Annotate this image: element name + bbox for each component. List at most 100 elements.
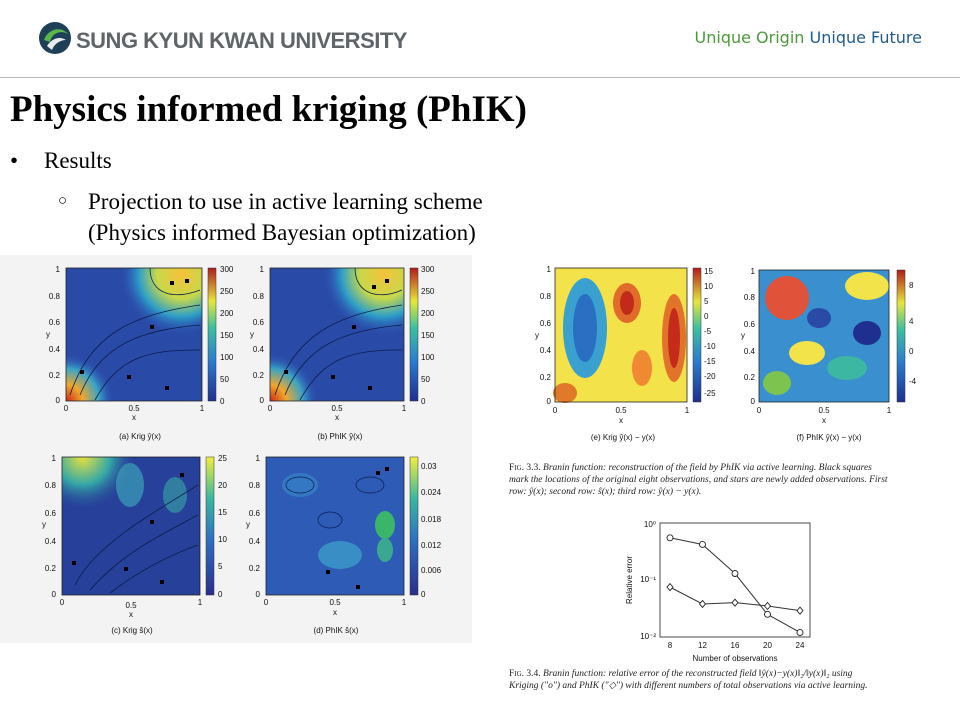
point-diamond-8: [666, 582, 674, 592]
panel-d-ytick-06: 0.6: [249, 509, 261, 518]
panel-a-ytick-0: 0: [56, 396, 61, 405]
point-diamond-24: [796, 606, 804, 615]
panel-d-cb-4: 0.006: [421, 566, 442, 575]
panel-a-ytick-02: 0.2: [49, 371, 61, 380]
panel-e-ytick-02: 0.2: [540, 373, 552, 382]
panel-f-ytick-0: 0: [751, 397, 756, 406]
panel-b-caption: (b) PhIK ŷ(x): [318, 432, 363, 441]
x-tick-12: 12: [698, 641, 707, 650]
figure-left-panels: 300 250 200 150 100 50 0 1 0.8 0.6 0.4 0…: [0, 255, 472, 643]
panel-b-cb-2: 200: [421, 309, 435, 318]
y-tick-1e-1: 10⁻¹: [640, 575, 656, 584]
panel-d-ytick-08: 0.8: [249, 481, 261, 490]
panel-c-caption: (c) Krig ŝ(x): [111, 626, 153, 635]
panel-f-xtick-0: 0: [757, 406, 762, 415]
panel-b-ylabel: y: [250, 330, 254, 339]
panel-a-xtick-1: 1: [200, 404, 205, 413]
panel-d-cb-2: 0.018: [421, 515, 442, 524]
panel-d-ylabel: y: [246, 520, 250, 529]
panel-a-cb-4: 100: [220, 353, 234, 362]
panel-b-ytick-06: 0.6: [253, 318, 265, 327]
panel-b-cb-6: 0: [421, 397, 426, 406]
panel-e: 15 10 5 0 -5 -10 -15 -20 -25 1 0.8 0.6 0…: [535, 265, 716, 442]
panel-d-ytick-02: 0.2: [249, 564, 261, 573]
panel-c-ytick-04: 0.4: [45, 537, 57, 546]
panel-a-cb-5: 50: [220, 375, 229, 384]
x-tick-16: 16: [731, 641, 740, 650]
panel-c-xtick-1: 1: [198, 598, 203, 607]
bullet-dot-icon: •: [10, 148, 19, 173]
panel-d-cb-3: 0.012: [421, 541, 442, 550]
point-diamond-16: [731, 598, 739, 607]
panel-e-cb-4: -5: [704, 327, 712, 336]
panel-c-cb-5: 0: [218, 590, 223, 599]
panel-e-ytick-06: 0.6: [540, 319, 552, 328]
panel-a-cb-6: 0: [220, 397, 225, 406]
x-tick-24: 24: [796, 641, 805, 650]
figure-right-panels: 15 10 5 0 -5 -10 -15 -20 -25 1 0.8 0.6 0…: [507, 258, 937, 448]
panel-f-cb-1: 4: [909, 317, 914, 326]
panel-d-ytick-1: 1: [256, 454, 261, 463]
panel-a-ytick-1: 1: [56, 265, 61, 274]
panel-f-ylabel: y: [741, 331, 745, 340]
panel-f-caption: (f) PhIK ŷ(x) − y(x): [796, 433, 861, 442]
panel-b-ytick-1: 1: [260, 265, 265, 274]
panel-b-cb-4: 100: [421, 353, 435, 362]
panel-c-ytick-1: 1: [52, 454, 57, 463]
fig33-line3: row: ŷ(x); second row: ŝ(x); third row: …: [509, 487, 702, 497]
x-tick-8: 8: [668, 641, 673, 650]
panel-f-ytick-04: 0.4: [744, 347, 756, 356]
panel-e-cb-1: 10: [704, 282, 713, 291]
panel-e-ytick-04: 0.4: [540, 346, 552, 355]
y-axis-label: Relative error: [625, 556, 634, 604]
panel-a-xtick-0: 0: [64, 404, 69, 413]
panel-b-xtick-0: 0: [268, 404, 273, 413]
bullet-level1: • Results: [10, 148, 112, 174]
panel-c-ytick-0: 0: [52, 590, 57, 599]
panel-b-ytick-04: 0.4: [253, 345, 265, 354]
panel-c-ylabel: y: [42, 520, 46, 529]
panel-e-cb-2: 5: [704, 297, 709, 306]
panel-e-ytick-1: 1: [547, 265, 552, 274]
point-circle-24: [796, 629, 804, 636]
panel-f-xtick-1: 1: [887, 406, 892, 415]
panel-e-cb-0: 15: [704, 267, 713, 276]
fig33-label: Fig. 3.3.: [509, 463, 541, 473]
point-circle-12: [699, 541, 706, 548]
point-circle-20: [764, 610, 771, 618]
panel-c-cb-1: 20: [218, 481, 227, 490]
slogan-future: Unique Future: [809, 28, 922, 47]
panel-e-ytick-0: 0: [547, 397, 552, 406]
panel-c-cb-2: 15: [218, 508, 227, 517]
panel-d-cb-0: 0.03: [421, 462, 437, 471]
panel-a-ytick-06: 0.6: [49, 318, 61, 327]
chart-frame: [659, 522, 811, 638]
error-chart: 10⁰ 10⁻¹ 10⁻² Relative error Number of o…: [620, 515, 820, 665]
hollow-bullet-icon: ○: [58, 193, 68, 209]
contour-panels-right: 15 10 5 0 -5 -10 -15 -20 -25 1 0.8 0.6 0…: [535, 265, 917, 442]
panel-f-ytick-02: 0.2: [744, 373, 756, 382]
panel-d: 0.03 0.024 0.018 0.012 0.006 0 1 0.8 0.6…: [246, 454, 442, 635]
bullet-bayesian: (Physics informed Bayesian optimization): [88, 220, 476, 245]
panel-f-ytick-08: 0.8: [744, 293, 756, 302]
panel-c-ytick-02: 0.2: [45, 564, 57, 573]
panel-e-cb-5: -10: [704, 342, 716, 351]
panel-f-xtick-05: 0.5: [818, 406, 830, 415]
panel-a: 300 250 200 150 100 50 0 1 0.8 0.6 0.4 0…: [46, 265, 234, 441]
panel-e-caption: (e) Krig ŷ(x) − y(x): [591, 433, 656, 442]
slogan: Unique Origin Unique Future: [695, 28, 922, 47]
x-axis-label: Number of observations: [693, 654, 778, 663]
panel-a-caption: (a) Krig ŷ(x): [119, 432, 161, 441]
panel-e-xtick-0: 0: [553, 406, 558, 415]
panel-e-ytick-08: 0.8: [540, 292, 552, 301]
panel-c-ytick-06: 0.6: [45, 509, 57, 518]
panel-e-cb-7: -20: [704, 372, 716, 381]
panel-a-xtick-05: 0.5: [128, 404, 140, 413]
panel-f-ytick-1: 1: [751, 267, 756, 276]
panel-a-cb-3: 150: [220, 331, 234, 340]
panel-c-cb-4: 5: [218, 562, 223, 571]
panel-f-cb-2: 0: [909, 347, 914, 356]
panel-f: 8 4 0 -4 1 0.8 0.6 0.4 0.2 0 0 0.5 1 x y…: [741, 267, 917, 442]
panel-d-xtick-05: 0.5: [329, 598, 341, 607]
panel-c-xtick-05: 0.5: [125, 601, 137, 610]
